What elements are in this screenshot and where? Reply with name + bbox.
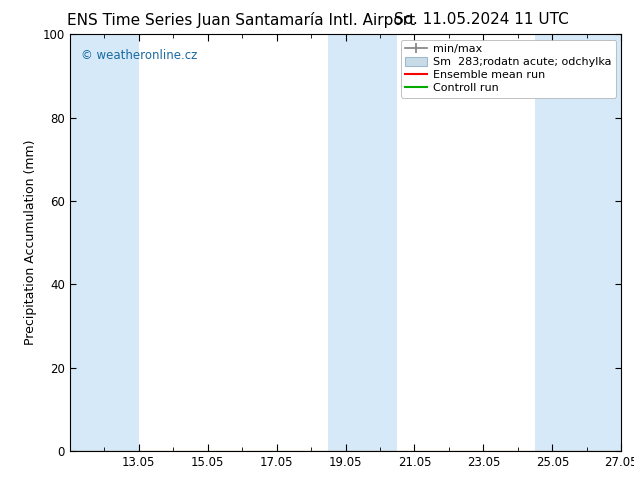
Y-axis label: Precipitation Accumulation (mm): Precipitation Accumulation (mm)	[24, 140, 37, 345]
Legend: min/max, Sm  283;rodatn acute; odchylka, Ensemble mean run, Controll run: min/max, Sm 283;rodatn acute; odchylka, …	[401, 40, 616, 98]
Text: ENS Time Series Juan Santamaría Intl. Airport: ENS Time Series Juan Santamaría Intl. Ai…	[67, 12, 415, 28]
Text: © weatheronline.cz: © weatheronline.cz	[81, 49, 197, 62]
Text: So. 11.05.2024 11 UTC: So. 11.05.2024 11 UTC	[394, 12, 569, 27]
Bar	[70, 34, 139, 451]
Bar	[535, 34, 621, 451]
Bar	[328, 34, 398, 451]
